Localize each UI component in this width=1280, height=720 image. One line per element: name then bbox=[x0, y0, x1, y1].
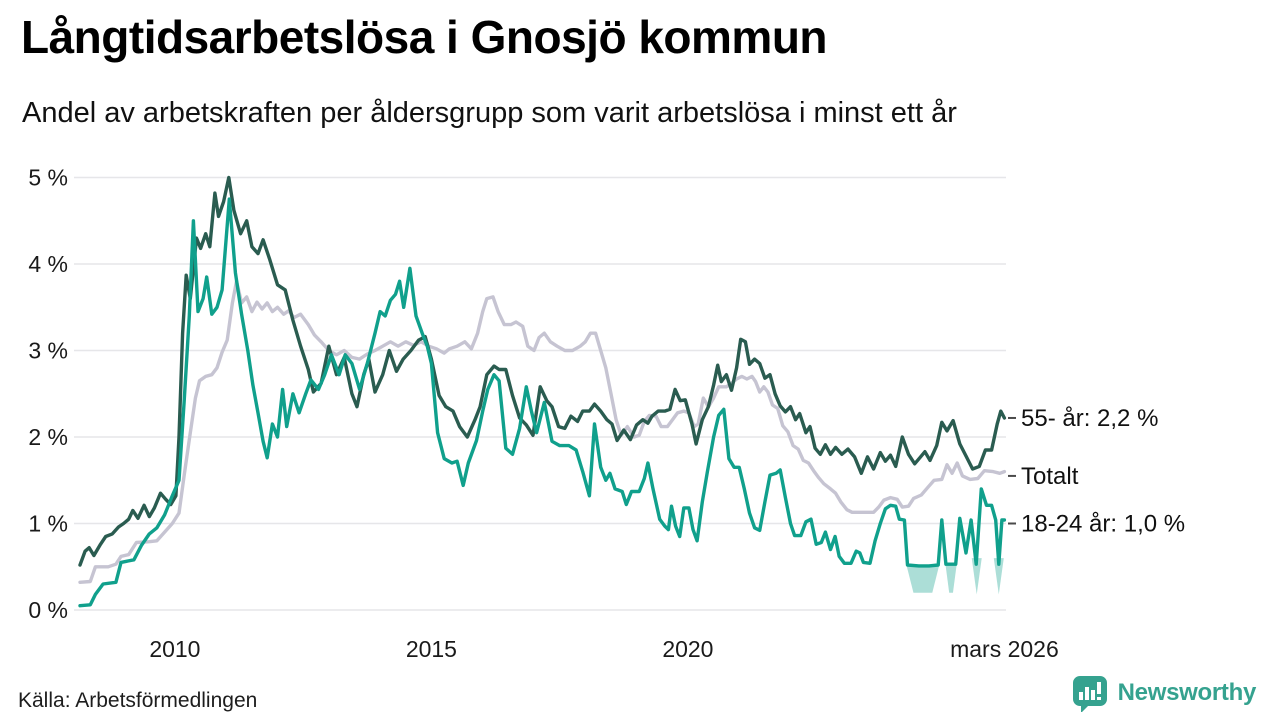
y-axis-tick-label: 3 % bbox=[28, 338, 68, 364]
y-axis-tick-label: 0 % bbox=[28, 597, 68, 623]
series-end-label-total: Totalt bbox=[1021, 463, 1079, 490]
newsworthy-bubble-chart-icon bbox=[1072, 676, 1107, 712]
x-axis-tick-label: 2015 bbox=[406, 636, 457, 662]
uncertainty-band bbox=[993, 558, 1004, 595]
y-axis-tick-label: 5 % bbox=[28, 165, 68, 191]
source-note: Källa: Arbetsförmedlingen bbox=[18, 689, 258, 712]
newsworthy-logo[interactable]: Newsworthy bbox=[1071, 674, 1256, 712]
y-axis-tick-label: 4 % bbox=[28, 251, 68, 277]
series-end-label-age1824: 18-24 år: 1,0 % bbox=[1021, 511, 1185, 538]
chart-title: Långtidsarbetslösa i Gnosjö kommun bbox=[21, 11, 828, 63]
x-axis-tick-label: 2010 bbox=[149, 636, 200, 662]
uncertainty-band bbox=[906, 565, 940, 593]
series-line-total bbox=[78, 279, 1007, 584]
uncertainty-band bbox=[945, 564, 957, 593]
series-line-age55 bbox=[78, 175, 1007, 567]
x-axis-tick-label: 2020 bbox=[662, 636, 713, 662]
y-axis-tick-label: 1 % bbox=[28, 511, 68, 537]
newsworthy-logo-text: Newsworthy bbox=[1117, 679, 1257, 706]
series-end-label-age55: 55- år: 2,2 % bbox=[1021, 405, 1158, 432]
uncertainty-band bbox=[971, 558, 982, 595]
y-axis-tick-label: 2 % bbox=[28, 424, 68, 450]
series-line-age1824 bbox=[78, 197, 1007, 608]
x-axis-tick-label: mars 2026 bbox=[950, 636, 1059, 662]
chart-subtitle: Andel av arbetskraften per åldersgrupp s… bbox=[22, 97, 957, 129]
